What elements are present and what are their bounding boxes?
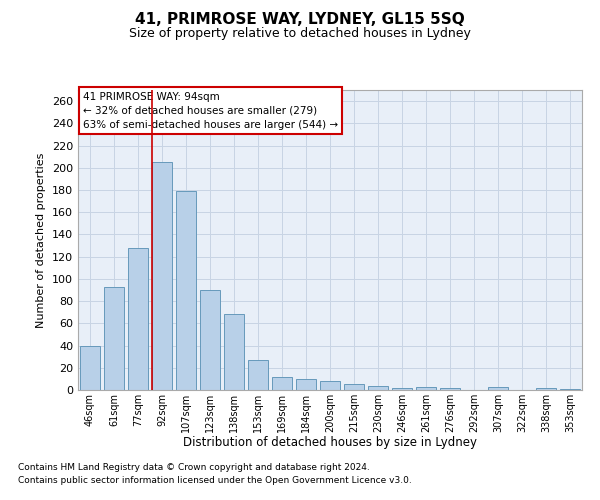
Bar	[224, 314, 244, 390]
Text: Distribution of detached houses by size in Lydney: Distribution of detached houses by size …	[183, 436, 477, 449]
Bar	[344, 384, 364, 390]
Bar	[536, 388, 556, 390]
Text: 41 PRIMROSE WAY: 94sqm
← 32% of detached houses are smaller (279)
63% of semi-de: 41 PRIMROSE WAY: 94sqm ← 32% of detached…	[83, 92, 338, 130]
Bar	[128, 248, 148, 390]
Bar	[296, 379, 316, 390]
Bar	[440, 388, 460, 390]
Bar	[200, 290, 220, 390]
Bar	[104, 286, 124, 390]
Text: Size of property relative to detached houses in Lydney: Size of property relative to detached ho…	[129, 28, 471, 40]
Bar	[320, 381, 340, 390]
Bar	[80, 346, 100, 390]
Text: 41, PRIMROSE WAY, LYDNEY, GL15 5SQ: 41, PRIMROSE WAY, LYDNEY, GL15 5SQ	[135, 12, 465, 28]
Bar	[416, 386, 436, 390]
Y-axis label: Number of detached properties: Number of detached properties	[37, 152, 46, 328]
Bar	[488, 386, 508, 390]
Bar	[560, 389, 580, 390]
Text: Contains HM Land Registry data © Crown copyright and database right 2024.: Contains HM Land Registry data © Crown c…	[18, 464, 370, 472]
Bar	[248, 360, 268, 390]
Bar	[272, 376, 292, 390]
Bar	[176, 191, 196, 390]
Bar	[368, 386, 388, 390]
Text: Contains public sector information licensed under the Open Government Licence v3: Contains public sector information licen…	[18, 476, 412, 485]
Bar	[152, 162, 172, 390]
Bar	[392, 388, 412, 390]
